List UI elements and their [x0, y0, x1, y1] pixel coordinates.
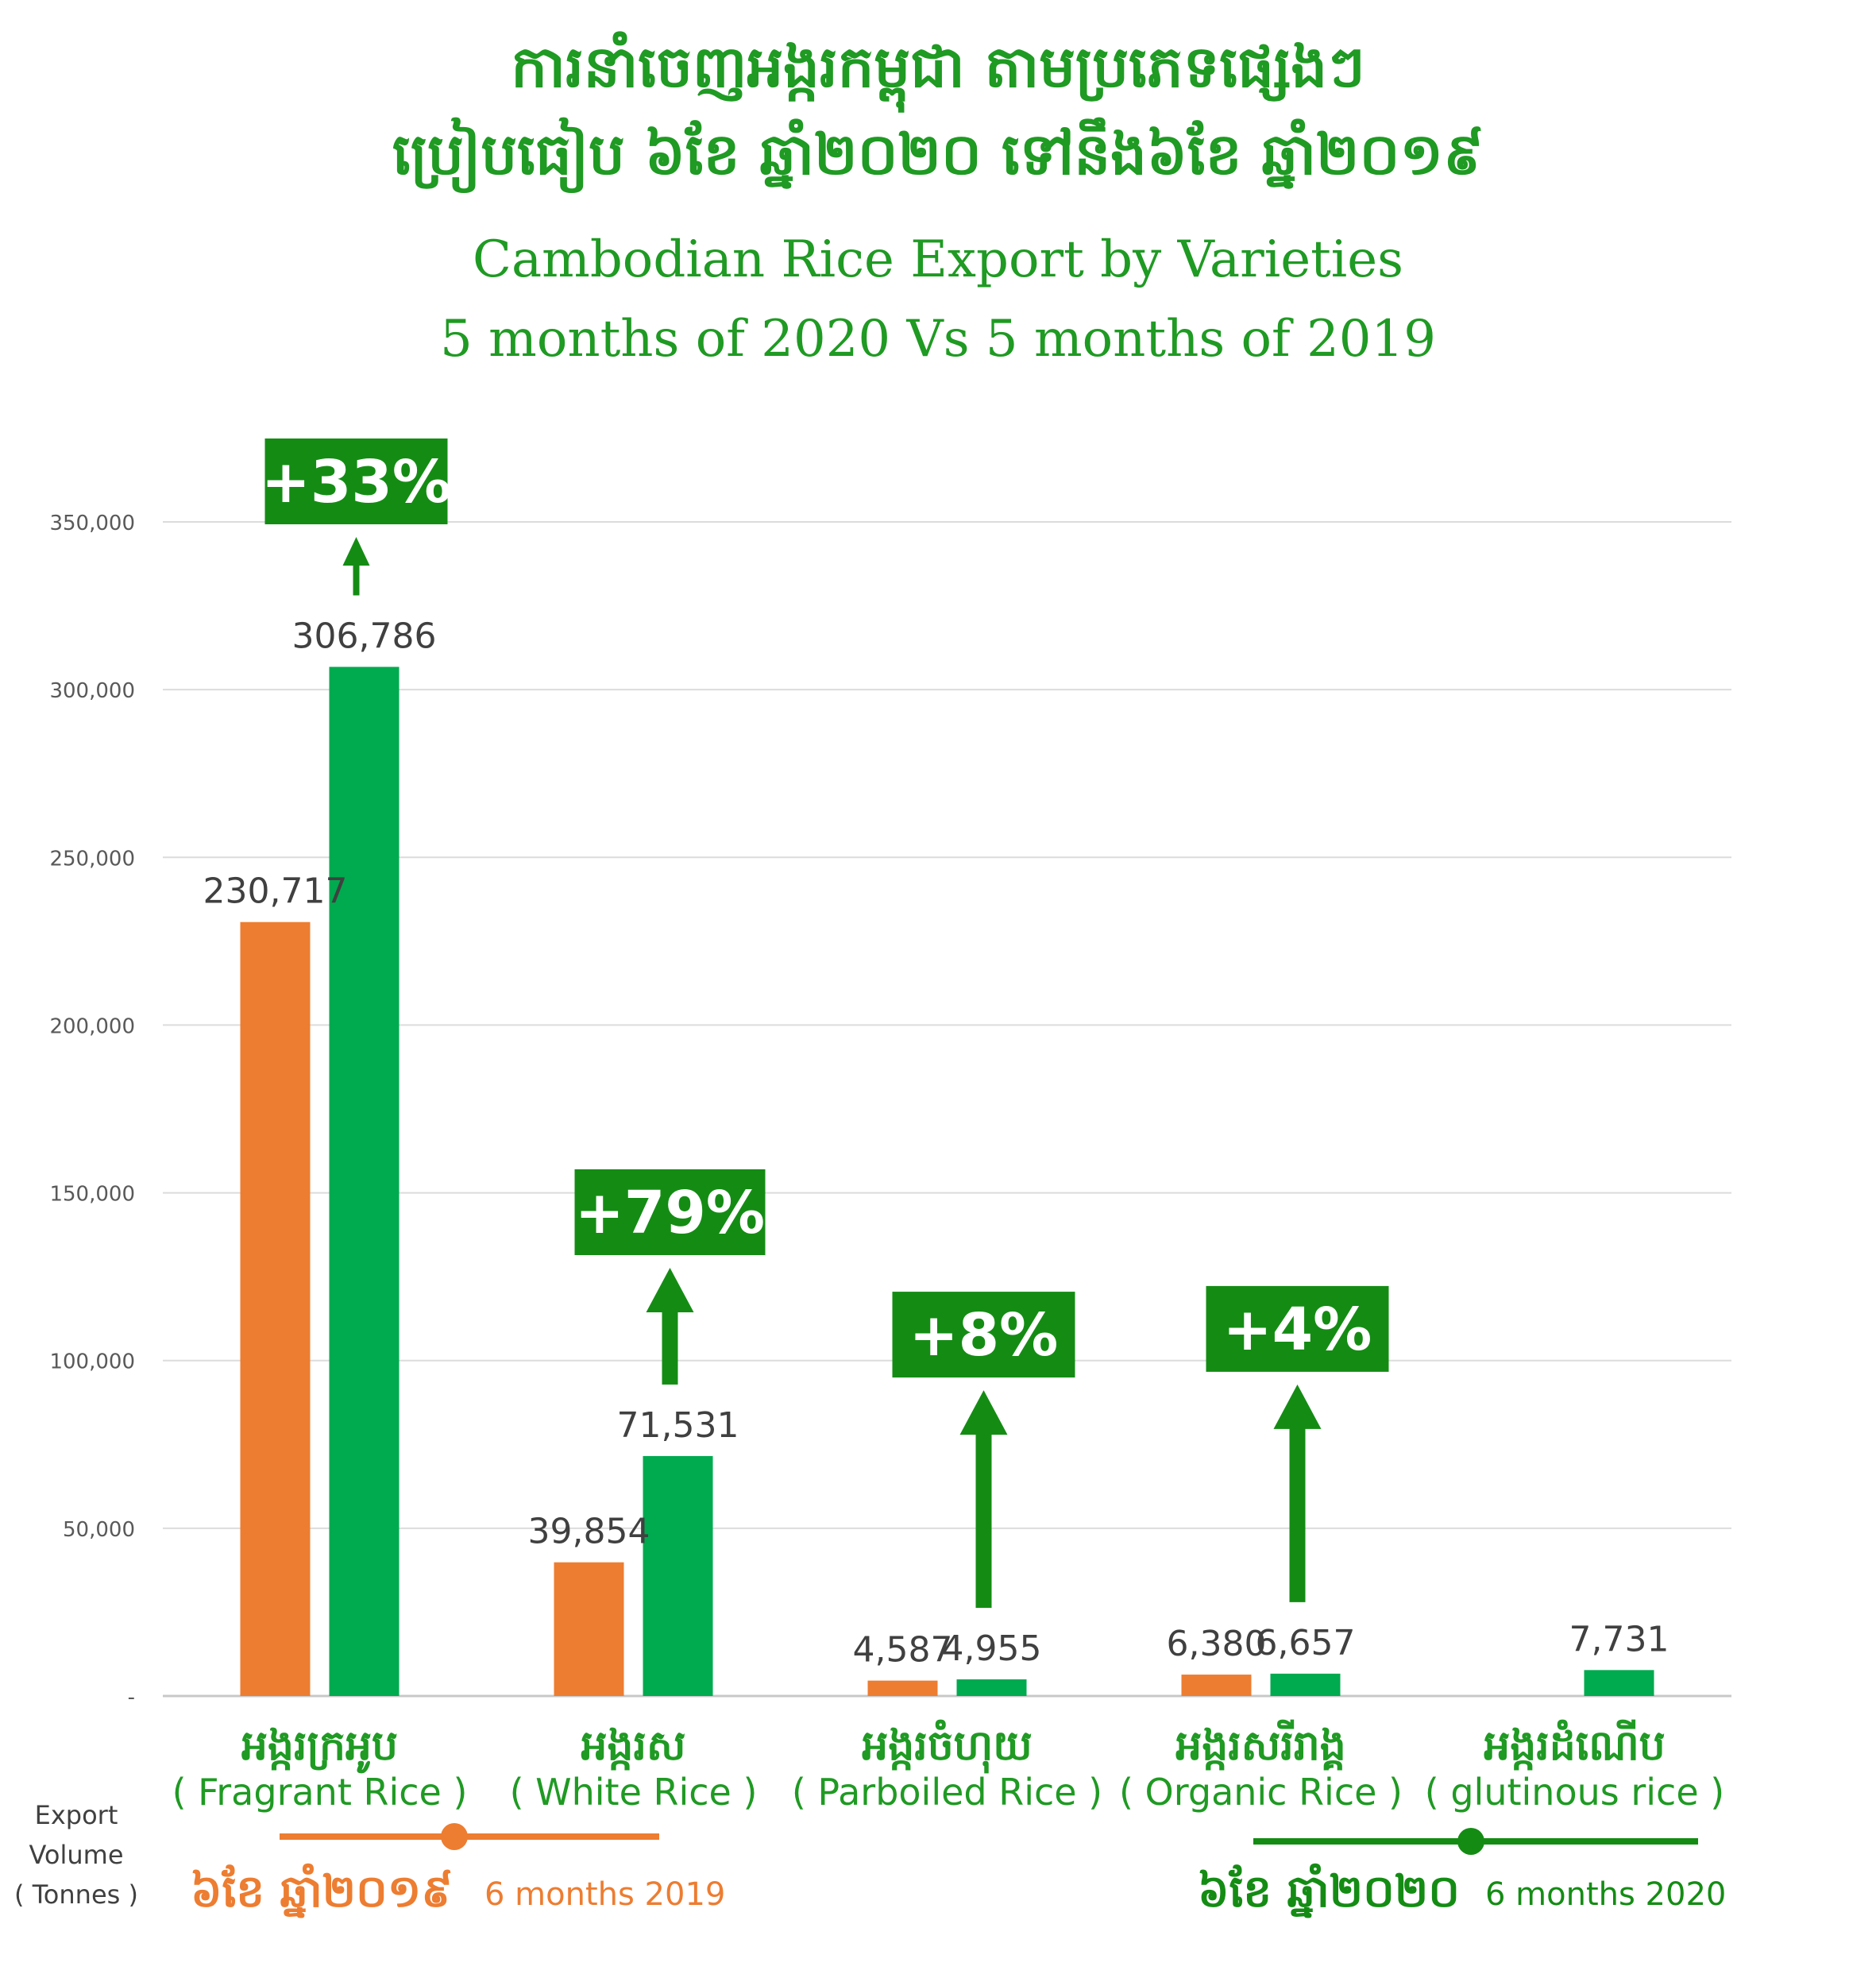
category-label-khmer: អង្ករដំណើប: [1484, 1719, 1666, 1771]
value-label: 7,731: [1569, 1619, 1669, 1659]
growth-badge-text: +8%: [909, 1301, 1059, 1370]
growth-badge: [892, 1292, 1075, 1378]
title-khmer-line2: ប្រៀបធៀប ៦ខែ ឆ្នាំ២០២០ ទៅនឹង៦ខែ ឆ្នាំ២០១…: [392, 121, 1484, 187]
bar-2020: [1270, 1673, 1341, 1696]
y-tick-label: -: [128, 1686, 135, 1710]
title-english-line1: Cambodian Rice Export by Varieties: [473, 230, 1403, 289]
bar-2020: [329, 666, 400, 1696]
growth-arrow-shaft: [975, 1433, 992, 1609]
value-label: 6,380: [1167, 1624, 1267, 1664]
growth-annotations: +33% +79% +8% +4%: [261, 438, 1389, 1609]
value-label: 306,786: [292, 616, 437, 656]
y-tick-label: 300,000: [49, 679, 135, 703]
legend-marker-2019: [441, 1823, 468, 1850]
value-label: 230,717: [203, 871, 348, 912]
growth-arrow-shaft: [353, 564, 360, 596]
category-label-english: ( Parboiled Rice ): [792, 1771, 1102, 1814]
value-label: 39,854: [528, 1512, 650, 1552]
category-label-english: ( Fragrant Rice ): [172, 1771, 468, 1814]
value-label: 4,955: [942, 1628, 1042, 1669]
growth-badge: [574, 1169, 766, 1255]
category-label-khmer: អង្ករក្រអូប: [241, 1722, 398, 1774]
growth-badge: [264, 438, 448, 524]
y-tick-label: 250,000: [49, 847, 135, 871]
legend-marker-2020: [1457, 1828, 1484, 1855]
legend-label-2019-khmer: ៦ខែ ឆ្នាំ២០១៩: [191, 1863, 453, 1918]
grid-lines: [163, 521, 1731, 1698]
growth-arrow-shaft: [662, 1311, 678, 1385]
value-label: 6,657: [1256, 1623, 1356, 1663]
y-axis-ticks: - 50,000 100,000 150,000 200,000 250,000 300,0…: [49, 512, 135, 1710]
bar-2020: [956, 1679, 1027, 1696]
title-khmer-line1: ការនាំចេញអង្ករកម្ពុជា តាមប្រភេទផ្សេងៗ: [511, 33, 1365, 100]
bar-2019: [867, 1680, 938, 1696]
category-label-english: ( White Rice ): [510, 1771, 758, 1814]
legend: ៦ខែ ឆ្នាំ២០១៩ 6 months 2019 ៦ខែ ឆ្នាំ២០២០ 6…: [191, 1823, 1726, 1918]
growth-arrow-head: [342, 537, 370, 566]
growth-badge-text: +33%: [261, 448, 451, 516]
category-label-khmer: អង្ករសរីរាង្គ: [1175, 1719, 1346, 1771]
y-tick-label: 50,000: [63, 1518, 135, 1542]
category-labels: អង្ករក្រអូប( Fragrant Rice ) អង្ករស( Whit…: [172, 1719, 1725, 1814]
y-tick-label: 100,000: [49, 1350, 135, 1374]
growth-badge: [1206, 1285, 1389, 1372]
bar-2019: [554, 1562, 624, 1696]
growth-arrow-head: [646, 1268, 694, 1312]
legend-label-2020-khmer: ៦ខែ ឆ្នាំ២០២០: [1198, 1863, 1460, 1918]
category-label-khmer: អង្ករស: [581, 1722, 685, 1771]
legend-label-2020-english: 6 months 2020: [1485, 1876, 1726, 1913]
value-label: 71,531: [617, 1405, 739, 1446]
y-tick-label: 150,000: [49, 1183, 135, 1207]
y-tick-label: 200,000: [49, 1014, 135, 1038]
bars: [240, 666, 1654, 1696]
growth-badge-text: +4%: [1223, 1296, 1372, 1364]
y-tick-label: 350,000: [49, 512, 135, 535]
y-axis-label-line: Volume: [29, 1840, 123, 1870]
growth-arrow-head: [1273, 1384, 1322, 1429]
category-label-english: ( glutinous rice ): [1425, 1771, 1724, 1814]
title-english-line2: 5 months of 2020 Vs 5 months of 2019: [440, 310, 1436, 369]
growth-arrow-shaft: [1289, 1427, 1306, 1602]
category-label-english: ( Organic Rice ): [1119, 1771, 1403, 1814]
bar-2020: [643, 1455, 713, 1696]
y-axis-label-line: ( Tonnes ): [14, 1879, 138, 1910]
category-label-khmer: អង្ករចំហុយ: [862, 1719, 1033, 1774]
growth-badge-text: +79%: [575, 1179, 765, 1247]
legend-label-2019-english: 6 months 2019: [484, 1876, 725, 1913]
value-label: 4,587: [853, 1630, 953, 1671]
bar-2020: [1584, 1670, 1654, 1696]
growth-arrow-head: [959, 1390, 1008, 1435]
y-axis-label: Export Volume ( Tonnes ): [14, 1800, 138, 1910]
y-axis-label-line: Export: [35, 1800, 118, 1830]
bar-2019: [1181, 1675, 1252, 1696]
bar-2019: [240, 921, 311, 1696]
